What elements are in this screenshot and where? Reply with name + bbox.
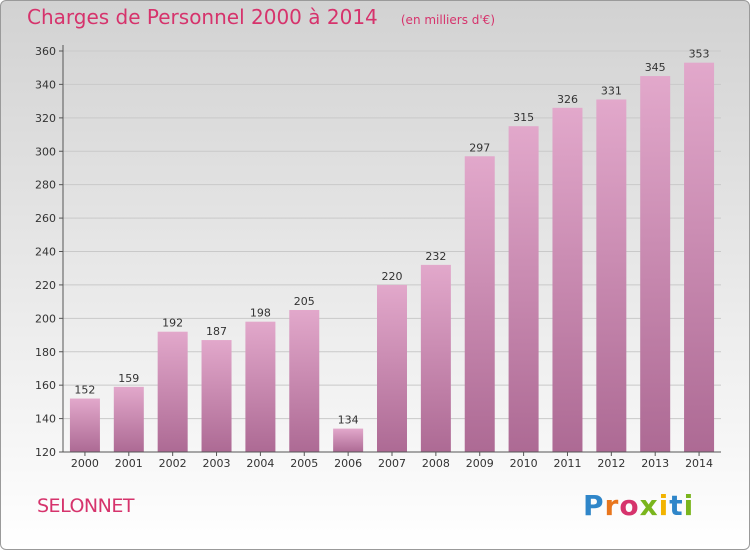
bar-2001 (113, 386, 144, 452)
axis-layer: 120 140 160 180 200 220 240 260 280 300 320 340 360 2… (35, 45, 721, 470)
x-tick-label-2004: 2004 (246, 457, 274, 470)
logo-letter: P (583, 489, 605, 522)
value-label-2011: 326 (557, 93, 578, 106)
value-label-2000: 152 (74, 384, 95, 397)
logo-letter: o (619, 489, 640, 522)
value-label-2013: 345 (645, 61, 666, 74)
x-tick-label-2014: 2014 (685, 457, 713, 470)
bar-2006 (333, 428, 364, 452)
value-label-2010: 315 (513, 111, 534, 124)
x-tick-label-2003: 2003 (203, 457, 231, 470)
y-tick-label: 120 (35, 446, 56, 459)
value-label-2002: 192 (162, 317, 183, 330)
y-tick-label: 260 (35, 212, 56, 225)
x-tick-label-2011: 2011 (553, 457, 581, 470)
value-label-2006: 134 (338, 414, 359, 427)
bar-layer: 152 159 192 187 198 205 134 220 232 297 315 326 331 3… (69, 48, 715, 453)
logo-letter: r (604, 489, 620, 522)
bar-2003 (201, 340, 232, 452)
bar-2007 (377, 284, 407, 452)
value-label-2004: 198 (250, 307, 271, 320)
value-label-2009: 297 (469, 141, 490, 154)
y-tick-label: 300 (35, 145, 56, 158)
y-tick-label: 220 (35, 279, 56, 292)
x-tick-label-2009: 2009 (466, 457, 494, 470)
y-tick-label: 200 (35, 312, 56, 325)
bar-2013 (640, 76, 671, 452)
bar-2008 (420, 264, 451, 452)
bar-2010 (508, 126, 539, 452)
value-label-2003: 187 (206, 325, 227, 338)
bar-2000 (69, 398, 100, 452)
x-tick-label-2005: 2005 (290, 457, 318, 470)
value-label-2008: 232 (425, 250, 446, 263)
chart-subtitle: (en milliers d'€) (400, 13, 495, 27)
x-tick-label-2001: 2001 (115, 457, 143, 470)
commune-name: SELONNET (37, 495, 134, 517)
proxiti-logo[interactable]: Proxiti (583, 489, 694, 522)
x-tick-label-2008: 2008 (422, 457, 450, 470)
y-tick-label: 360 (35, 45, 56, 58)
value-label-2014: 353 (689, 48, 710, 61)
x-tick-label-2000: 2000 (71, 457, 99, 470)
bar-2002 (157, 331, 188, 452)
x-tick-label-2007: 2007 (378, 457, 406, 470)
bar-2014 (684, 62, 715, 453)
bar-2012 (596, 99, 627, 453)
y-tick-label: 180 (35, 346, 56, 359)
y-tick-label: 240 (35, 246, 56, 259)
x-tick-label-2010: 2010 (510, 457, 538, 470)
bar-2009 (464, 156, 495, 452)
y-tick-label: 160 (35, 379, 56, 392)
x-tick-label-2013: 2013 (641, 457, 669, 470)
logo-letter: x (639, 489, 659, 522)
x-tick-label-2006: 2006 (334, 457, 362, 470)
x-tick-label-2012: 2012 (597, 457, 625, 470)
y-tick-label: 280 (35, 179, 56, 192)
value-label-2005: 205 (294, 295, 315, 308)
logo-letter: i (658, 489, 670, 522)
value-label-2012: 331 (601, 84, 622, 97)
y-tick-label: 340 (35, 78, 56, 91)
logo-letter: t (669, 489, 684, 522)
value-label-2001: 159 (118, 372, 139, 385)
value-label-2007: 220 (382, 270, 403, 283)
bar-2004 (245, 321, 276, 452)
bar-2005 (289, 309, 320, 452)
title-row: Charges de Personnel 2000 à 2014 (en mil… (27, 5, 495, 29)
logo-letter: i (683, 489, 695, 522)
y-tick-label: 140 (35, 413, 56, 426)
bar-2011 (552, 107, 583, 452)
chart-title: Charges de Personnel 2000 à 2014 (27, 5, 378, 29)
y-tick-label: 320 (35, 112, 56, 125)
x-tick-label-2002: 2002 (159, 457, 187, 470)
